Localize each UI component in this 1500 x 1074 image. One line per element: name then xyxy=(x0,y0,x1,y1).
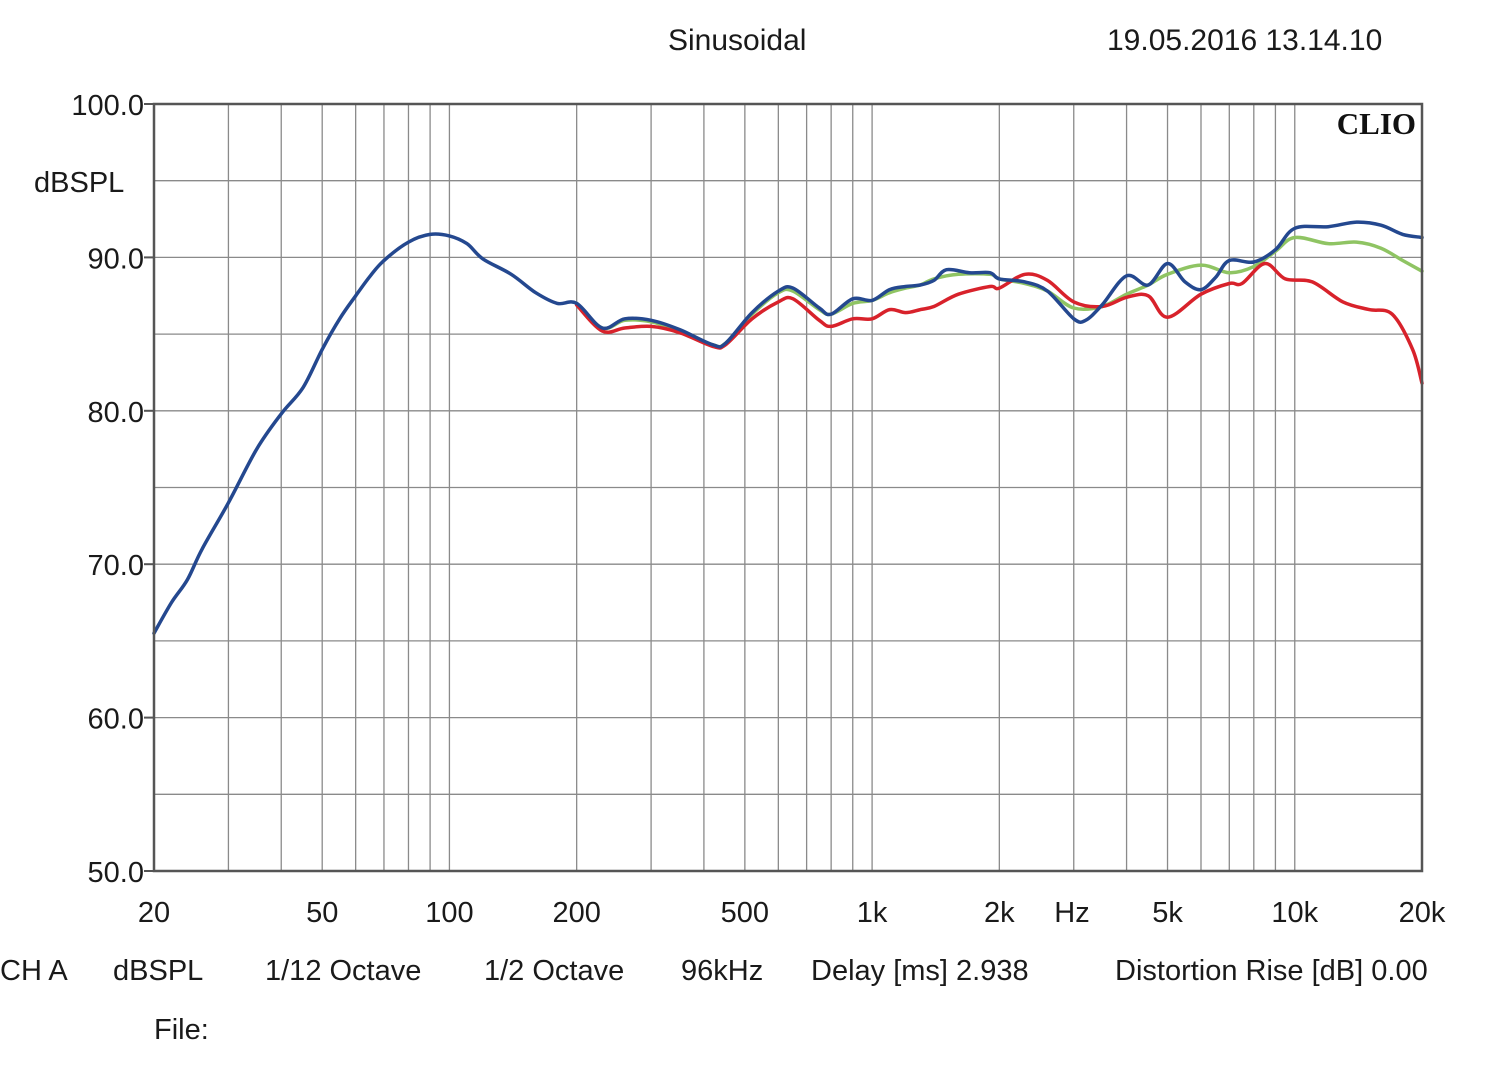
x-axis-label: Hz xyxy=(1054,897,1089,929)
delay-label: Delay [ms] 2.938 xyxy=(811,955,1029,987)
y-tick-label: 90.0 xyxy=(88,243,144,275)
y-tick-label: 70.0 xyxy=(88,550,144,582)
y-axis-label: dBSPL xyxy=(34,167,124,199)
chart-series xyxy=(152,220,1424,635)
smoothing-label: 1/2 Octave xyxy=(484,955,625,987)
y-tick-label: 100.0 xyxy=(71,90,144,122)
x-tick-label: 50 xyxy=(306,897,338,929)
x-tick-label: 100 xyxy=(425,897,473,929)
chart-grid xyxy=(154,104,1422,871)
x-axis-ticks: 20 50 100 200 500 1k 2k 5k 10k 20k xyxy=(138,897,1446,929)
distortion-rise-label: Distortion Rise [dB] 0.00 xyxy=(1115,955,1428,987)
plot-frame xyxy=(152,102,1424,873)
sample-rate-label: 96kHz xyxy=(681,955,764,987)
x-tick-label: 200 xyxy=(552,897,600,929)
x-tick-label: 500 xyxy=(721,897,769,929)
channel-label: CH A xyxy=(0,955,68,987)
y-tick-label: 50.0 xyxy=(88,857,144,889)
x-tick-label: 5k xyxy=(1152,897,1183,929)
clio-brand-logo: CLIO xyxy=(1337,106,1416,141)
x-tick-label: 10k xyxy=(1271,897,1318,929)
unit-label: dBSPL xyxy=(113,955,204,987)
chart-title: Sinusoidal xyxy=(668,24,807,57)
y-tick-label: 60.0 xyxy=(88,704,144,736)
file-label: File: xyxy=(154,1014,209,1046)
x-tick-label: 2k xyxy=(984,897,1015,929)
x-tick-label: 20 xyxy=(138,897,170,929)
resolution-label: 1/12 Octave xyxy=(265,955,422,987)
y-axis-ticks: 100.0 90.0 80.0 70.0 60.0 50.0 xyxy=(71,90,154,889)
x-tick-label: 1k xyxy=(857,897,888,929)
x-tick-label: 20k xyxy=(1399,897,1446,929)
series-line-3 xyxy=(152,220,1424,635)
measurement-timestamp: 19.05.2016 13.14.10 xyxy=(1107,24,1383,57)
y-tick-label: 80.0 xyxy=(88,397,144,429)
